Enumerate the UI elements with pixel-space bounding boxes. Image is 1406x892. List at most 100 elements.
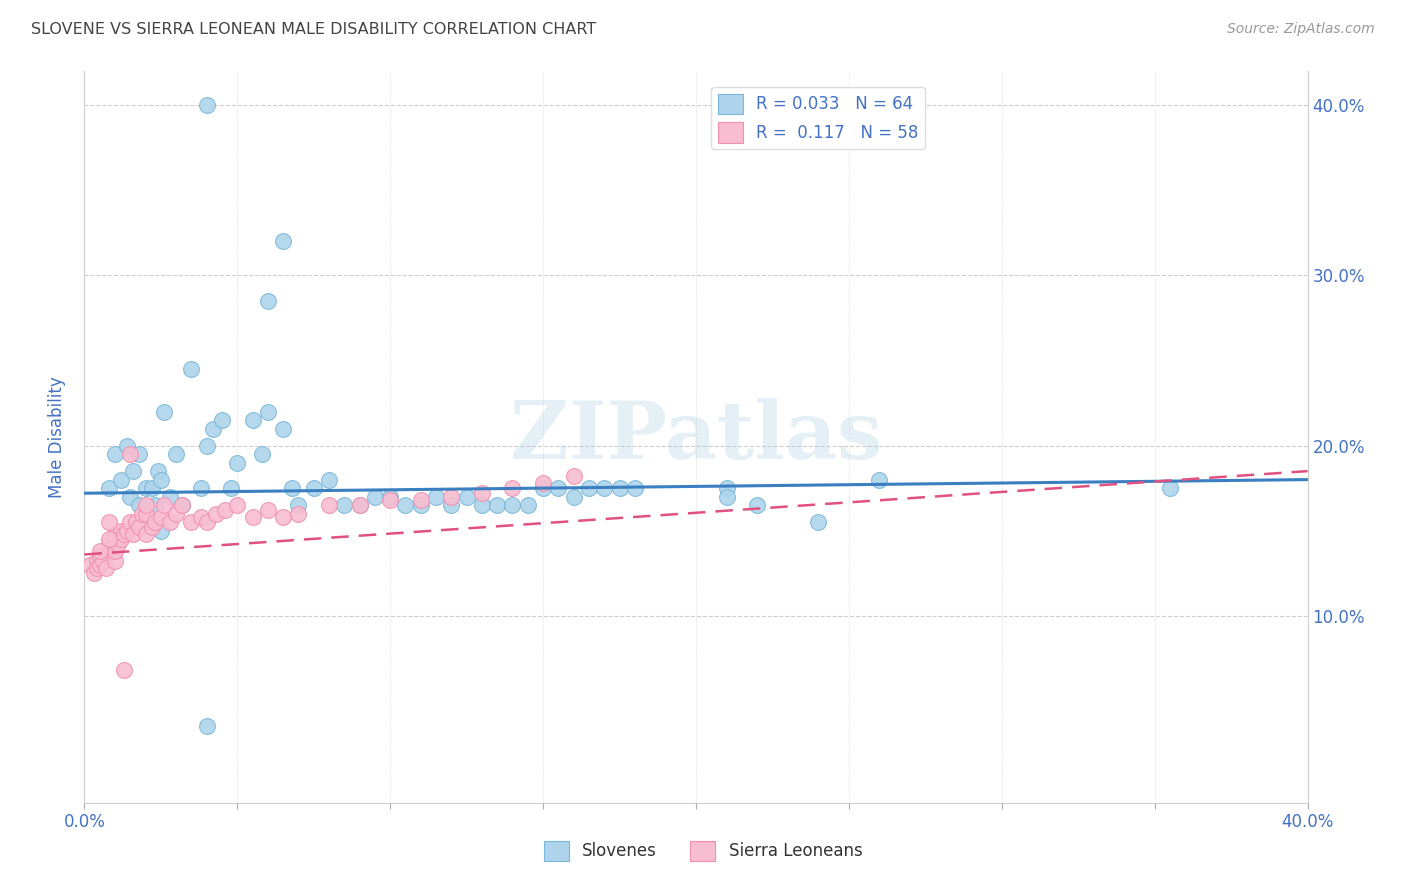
Point [257,293,280,308]
Point [486,498,509,512]
Point [141,481,163,495]
Point [110,473,132,487]
Point [257,503,280,517]
Point [115,524,138,538]
Point [271,510,294,524]
Point [104,447,127,461]
Point [131,507,153,521]
Point [287,507,309,521]
Point [219,481,242,495]
Point [271,235,294,249]
Point [112,527,135,541]
Point [211,413,233,427]
Point [86,554,108,568]
Point [333,498,356,512]
Point [120,515,142,529]
Point [440,498,463,512]
Point [115,439,138,453]
Point [380,493,402,508]
Point [409,493,432,508]
Point [716,490,738,504]
Point [195,98,218,112]
Point [318,498,340,512]
Point [394,498,416,512]
Point [86,561,108,575]
Point [149,524,172,538]
Point [257,404,280,418]
Point [94,561,117,575]
Text: SLOVENE VS SIERRA LEONEAN MALE DISABILITY CORRELATION CHART: SLOVENE VS SIERRA LEONEAN MALE DISABILIT… [31,22,596,37]
Point [79,558,101,572]
Point [91,554,114,568]
Point [97,481,120,495]
Point [128,520,150,534]
Point [104,544,127,558]
Point [153,404,176,418]
Point [122,464,145,478]
Point [128,447,150,461]
Point [135,515,157,529]
Point [101,541,124,555]
Point [364,490,387,504]
Point [190,481,212,495]
Point [97,544,120,558]
Point [141,520,163,534]
Point [159,515,181,529]
Point [271,421,294,435]
Point [502,498,524,512]
Point [89,558,111,572]
Point [107,537,129,551]
Point [869,473,891,487]
Point [135,527,157,541]
Point [146,464,169,478]
Point [195,515,218,529]
Point [226,456,249,470]
Point [97,537,120,551]
Point [807,515,830,529]
Point [180,362,202,376]
Point [97,532,120,546]
Point [135,507,157,521]
Point [531,481,554,495]
Point [440,490,463,504]
Point [747,498,769,512]
Point [502,481,524,495]
Point [409,498,432,512]
Text: Source: ZipAtlas.com: Source: ZipAtlas.com [1227,22,1375,37]
Point [135,498,157,512]
Point [456,490,478,504]
Point [143,515,166,529]
Point [104,527,127,541]
Point [609,481,631,495]
Point [205,507,228,521]
Point [287,498,309,512]
Point [149,510,172,524]
Point [172,498,194,512]
Point [89,544,111,558]
Point [195,719,218,733]
Point [165,447,187,461]
Point [471,486,494,500]
Point [380,490,402,504]
Point [128,498,150,512]
Point [120,490,142,504]
Point [716,481,738,495]
Point [159,490,181,504]
Point [165,507,187,521]
Point [172,498,194,512]
Point [112,663,135,677]
Point [195,439,218,453]
Point [593,481,616,495]
Point [190,510,212,524]
Point [578,481,600,495]
Point [180,515,202,529]
Point [104,554,127,568]
Point [135,481,157,495]
Point [281,481,304,495]
Point [302,481,325,495]
Point [125,515,148,529]
Point [547,481,569,495]
Point [201,421,224,435]
Point [562,469,585,483]
Point [516,498,538,512]
